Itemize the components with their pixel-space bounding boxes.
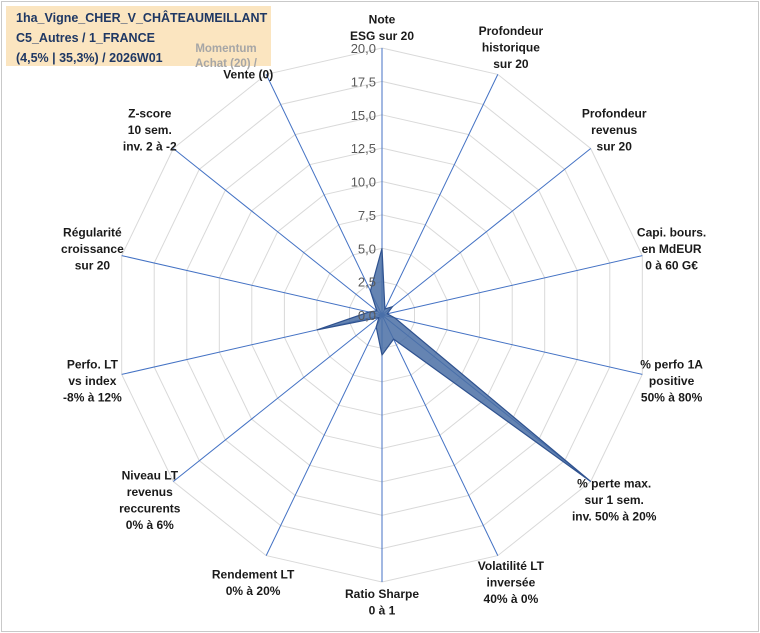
axis-label-line: % perfo 1A [640,358,703,372]
axis-label: Volatilité LT inversée 40% à 0% [478,559,545,606]
axis-label-line: -8% à 12% [63,391,122,405]
axis-label-line: sur 1 sem. [585,493,644,507]
title-line-3: (4,5% | 35,3%) / 2026W01 [16,51,163,65]
axis-spoke [172,314,383,482]
series-area [316,248,592,482]
momentum-line-1: Momentum [195,43,257,55]
axis-label-line: 50% à 80% [641,391,703,405]
axis-spoke [265,314,383,556]
axis-label-line: Z-score [128,106,172,120]
axis-label-line: inv. 50% à 20% [572,510,657,524]
title-box: 1ha_Vigne_CHER_V_CHÂTEAUMEILLANT C5_Autr… [6,6,271,66]
axis-spoke [172,148,383,316]
axis-label-line: inv. 2 à -2 [123,139,177,153]
tick-label: 15,0 [351,108,376,123]
axis-label: % perte max. sur 1 sem. inv. 50% à 20% [572,477,657,524]
axis-label-line: Vente (0) [223,67,273,81]
axis-label: Niveau LT revenus reccurents 0% à 6% [119,468,181,532]
axis-label-line: % perte max. [577,477,651,491]
axis-label-line: revenus [127,485,173,499]
tick-label: 2,5 [358,275,376,290]
axis-label-line: sur 20 [493,57,529,71]
axis-label: Régularité croissance sur 20 [61,225,124,272]
axis-label: Capi. bours. en MdEUR 0 à 60 G€ [637,225,706,272]
axis-label-line: reccurents [119,501,181,515]
axis-label-line: 40% à 0% [484,592,539,606]
title-line-2: C5_Autres / 1_FRANCE [16,31,155,45]
axis-label-line: 0 à 60 G€ [645,258,698,272]
axis-label-line: historique [482,40,540,54]
title-line-1: 1ha_Vigne_CHER_V_CHÂTEAUMEILLANT [16,11,268,25]
momentum-label: Momentum Achat (20) / [180,42,272,72]
tick-label: 20,0 [351,41,376,56]
axis-label-line: 10 sem. [128,123,172,137]
axis-label: % perfo 1A positive 50% à 80% [640,358,703,405]
tick-label: 5,0 [358,241,376,256]
axis-spoke [381,314,643,375]
axis-label-line: Ratio Sharpe [345,587,419,601]
tick-label: 17,5 [351,74,376,89]
axis-label-line: en MdEUR [642,242,702,256]
axis-spoke [381,255,643,316]
axis-label-line: 0% à 20% [226,584,281,598]
axis-label-line: revenus [591,123,637,137]
axis-label-line: Rendement LT [212,567,295,581]
tick-label: 12,5 [351,141,376,156]
axis-label-line: sur 20 [597,139,633,153]
axis-label-line: ESG sur 20 [350,29,414,43]
axis-label-line: sur 20 [75,258,111,272]
axis-label-line: positive [649,374,695,388]
axis-label: Vente (0) [223,67,273,81]
tick-label: 10,0 [351,175,376,190]
axis-label-line: 0 à 1 [369,604,396,618]
axis-label: Ratio Sharpe 0 à 1 [345,587,419,618]
axis-spoke [381,74,499,316]
axis-label: Rendement LT 0% à 20% [212,567,295,598]
axis-label: Profondeur revenus sur 20 [582,106,647,153]
axis-label: Profondeur historique sur 20 [479,24,544,71]
axis-label: Perfo. LT vs index -8% à 12% [63,358,122,405]
axis-spoke [121,255,383,316]
tick-label: 0,0 [358,308,376,323]
radial-ticks: 0,0 2,5 5,0 7,5 10,0 12,5 15,0 17,5 20,0 [351,41,376,323]
axis-spoke [381,148,592,316]
tick-label: 7,5 [358,208,376,223]
axis-spoke [381,314,499,556]
axis-label: Z-score 10 sem. inv. 2 à -2 [123,106,177,153]
axis-label: Note ESG sur 20 [350,13,414,44]
axis-label-line: vs index [68,374,116,388]
axis-label-line: Perfo. LT [67,358,119,372]
data-series [316,248,592,482]
axis-label-line: 0% à 6% [126,518,174,532]
axis-label-line: Régularité [63,225,122,239]
axis-label-line: Profondeur [479,24,544,38]
axis-label-line: Niveau LT [122,468,179,482]
axis-label-line: inversée [487,576,536,590]
axis-labels: Note ESG sur 20 Profondeur historique sur 20… [61,13,706,618]
axis-label-line: Note [369,13,396,27]
axis-spoke [265,74,383,316]
axis-label-line: Profondeur [582,106,647,120]
axis-label-line: croissance [61,242,124,256]
axis-label-line: Volatilité LT [478,559,545,573]
axis-label-line: Capi. bours. [637,225,706,239]
momentum-line-2: Achat (20) / [195,58,257,70]
